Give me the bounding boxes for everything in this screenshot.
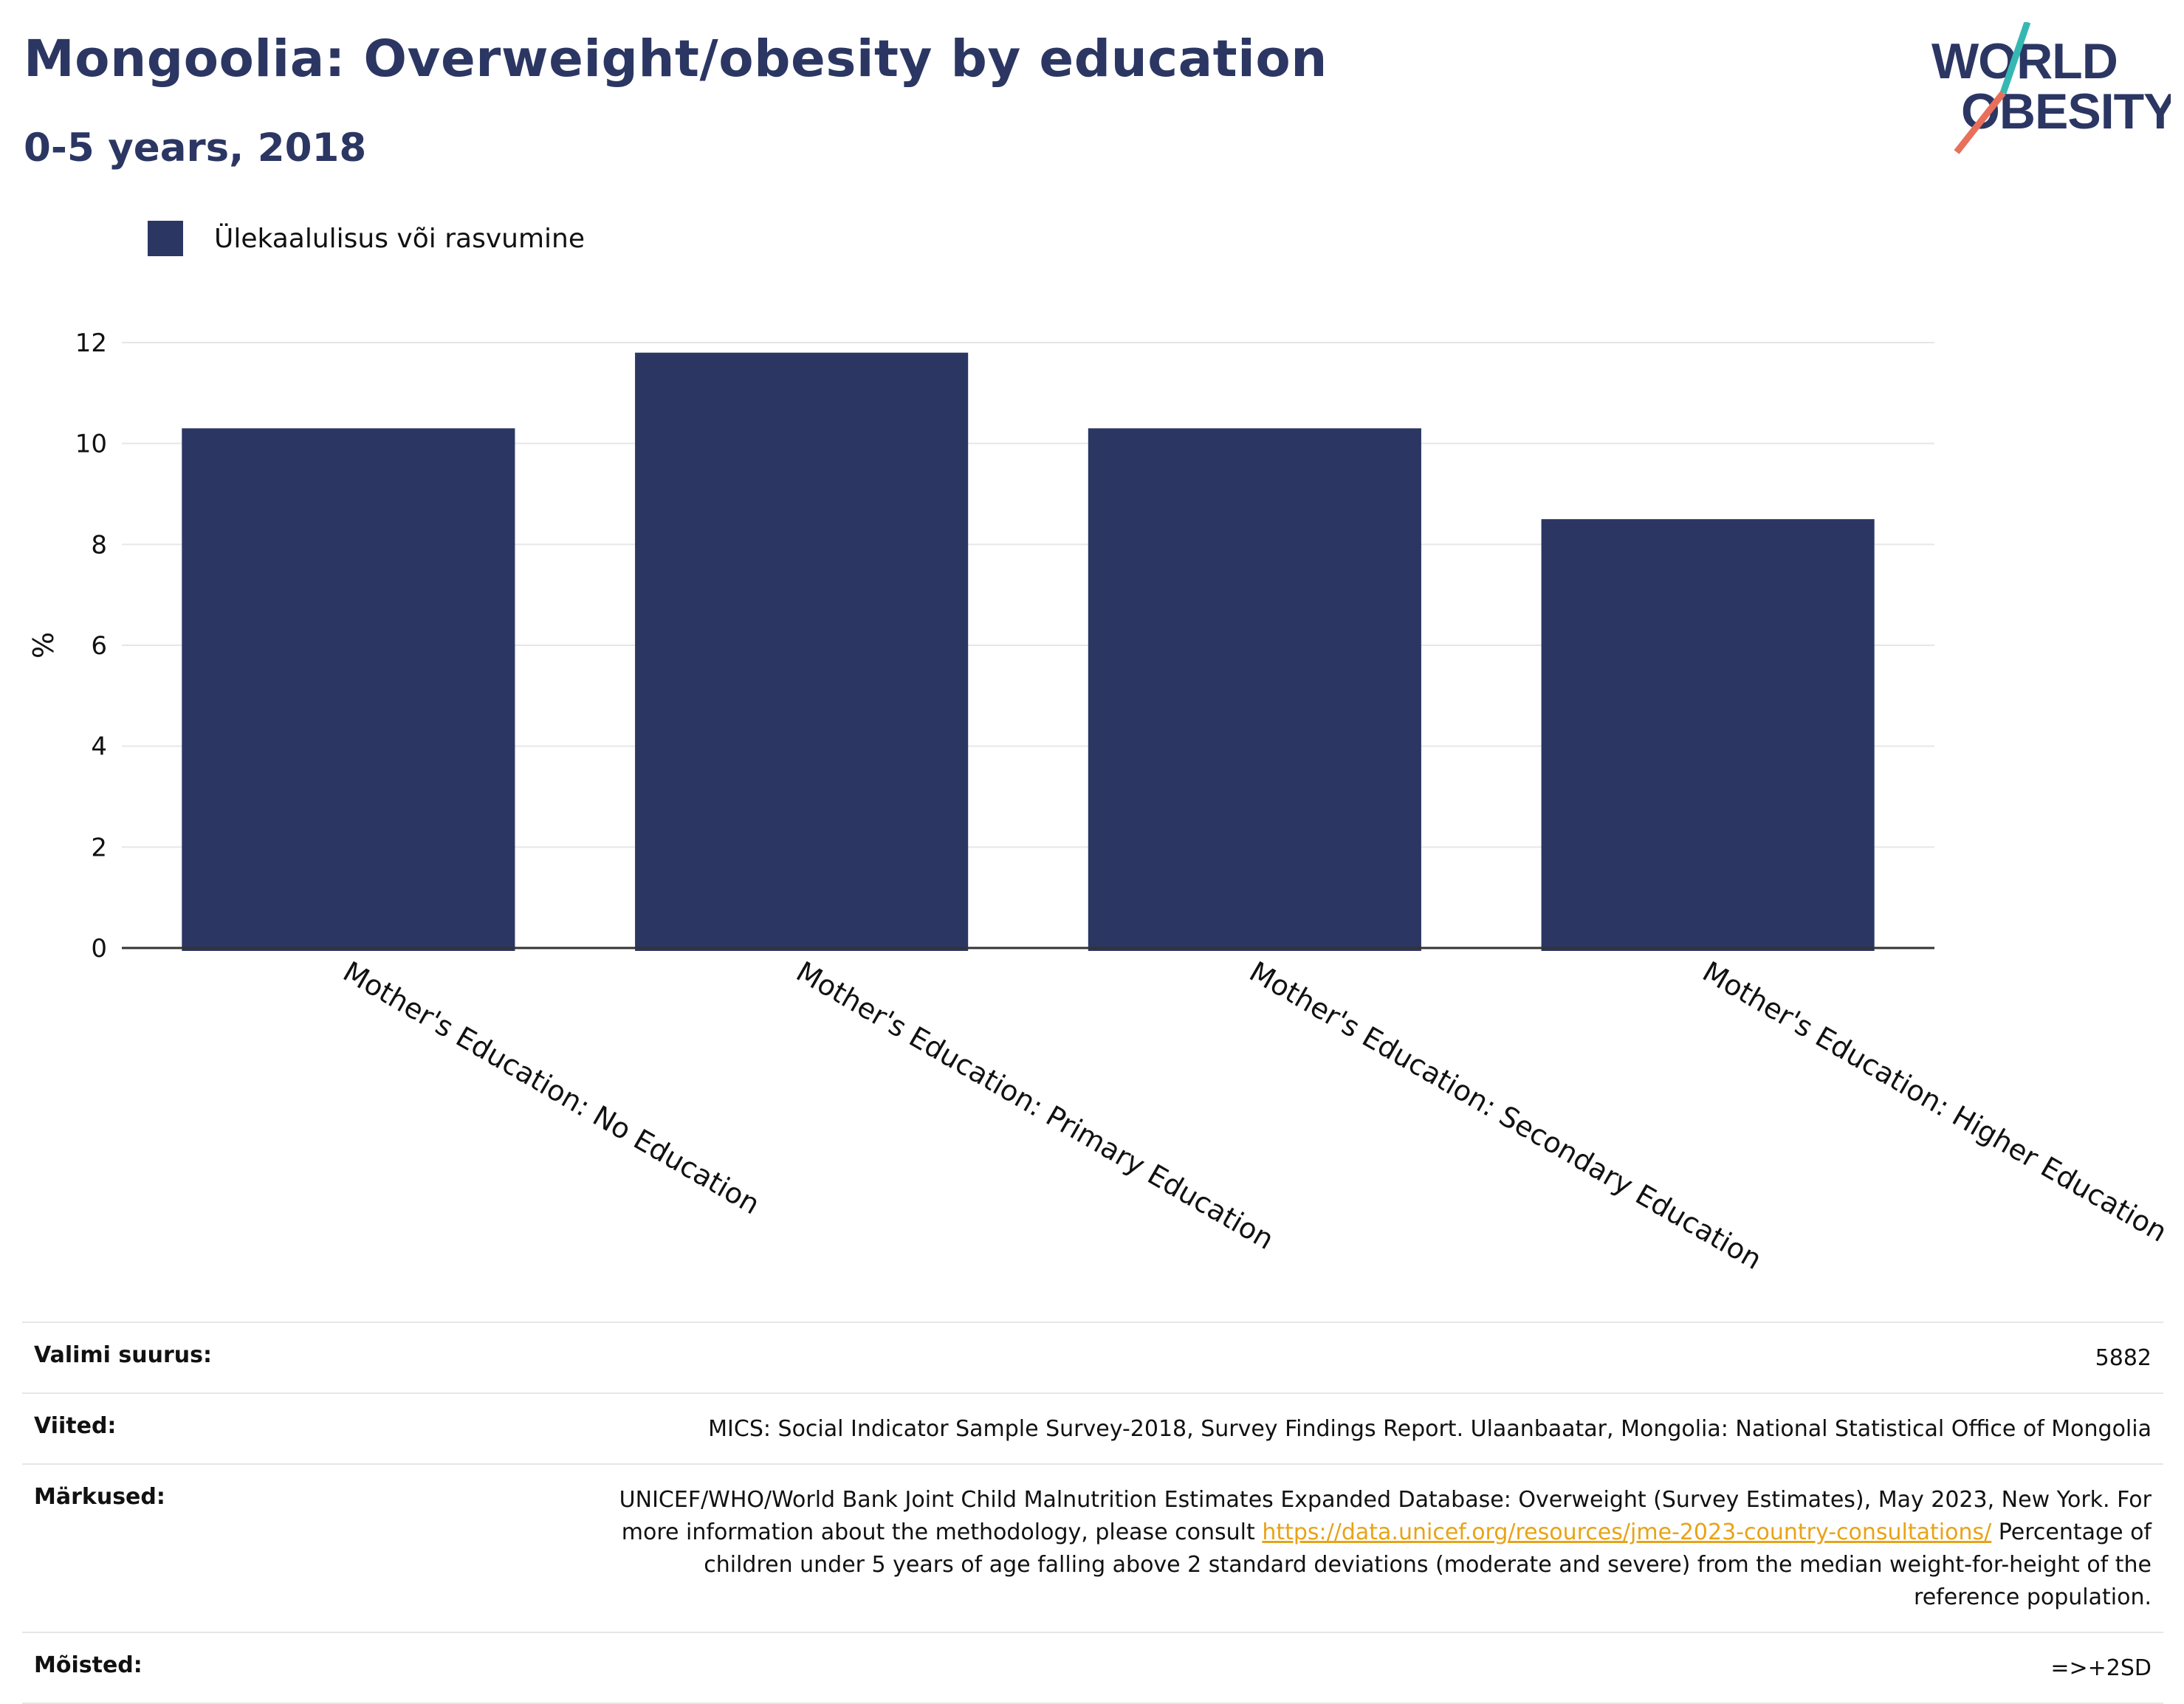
y-tick-label: 4 <box>91 732 107 762</box>
chart-legend: Ülekaalulisus või rasvumine <box>148 220 585 257</box>
info-row-notes: Märkused: UNICEF/WHO/World Bank Joint Ch… <box>22 1463 2163 1632</box>
y-tick-label: 6 <box>91 631 107 661</box>
y-tick-label: 12 <box>75 329 107 358</box>
references-label: Viited: <box>34 1413 117 1439</box>
notes-text-before: UNICEF/WHO/World Bank Joint Child Malnut… <box>619 1487 2152 1545</box>
bar <box>1088 428 1421 951</box>
bar-chart: 0 2 4 6 8 10 12% Mother's Education: No Educati… <box>27 329 2173 1277</box>
bar-layer <box>182 352 1875 952</box>
methodology-link[interactable]: https://data.unicef.org/resources/jme-20… <box>1262 1519 1992 1545</box>
y-tick-label: 8 <box>91 530 107 560</box>
legend-swatch <box>148 221 183 256</box>
chart-subtitle: 0-5 years, 2018 <box>24 126 367 171</box>
sample-size-value: 5882 <box>2095 1345 2152 1371</box>
references-value: MICS: Social Indicator Sample Survey-201… <box>708 1416 2152 1442</box>
y-tick-label: 0 <box>91 934 107 963</box>
x-tick-label: Mother's Education: Secondary Education <box>1244 955 1768 1277</box>
y-tick-label: 2 <box>91 833 107 862</box>
legend-label: Ülekaalulisus või rasvumine <box>214 223 585 254</box>
chart-title: Mongoolia: Overweight/obesity by educati… <box>24 30 1328 89</box>
bar <box>1541 519 1875 951</box>
bar <box>635 352 969 952</box>
definitions-value: =>+2SD <box>2050 1655 2152 1681</box>
x-tick-label: Mother's Education: Primary Education <box>791 955 1280 1256</box>
info-row-definitions: Mõisted: =>+2SD <box>22 1632 2163 1704</box>
logo-line1: WORLD <box>1931 33 2118 89</box>
info-table: Valimi suurus: 5882 Viited: MICS: Social… <box>22 1322 2163 1704</box>
bar <box>182 428 515 951</box>
logo-slash-top <box>1999 22 2031 95</box>
info-row-sample-size: Valimi suurus: 5882 <box>22 1322 2163 1392</box>
notes-label: Märkused: <box>34 1484 165 1510</box>
notes-text-after: Percentage of children under 5 years of … <box>704 1519 2152 1610</box>
y-tick-label: 10 <box>75 430 107 459</box>
info-row-references: Viited: MICS: Social Indicator Sample Su… <box>22 1392 2163 1463</box>
sample-size-label: Valimi suurus: <box>34 1342 212 1368</box>
world-obesity-logo: WORLD OBESITY <box>1931 22 2171 154</box>
y-axis-label: % <box>27 632 60 659</box>
x-tick-label: Mother's Education: No Education <box>337 955 765 1221</box>
logo-line2: OBESITY <box>1961 83 2171 140</box>
x-tick-label: Mother's Education: Higher Education <box>1697 955 2173 1248</box>
definitions-label: Mõisted: <box>34 1652 142 1678</box>
logo-slash-bottom <box>1954 91 2006 154</box>
notes-value: UNICEF/WHO/World Bank Joint Child Malnut… <box>616 1484 2152 1614</box>
